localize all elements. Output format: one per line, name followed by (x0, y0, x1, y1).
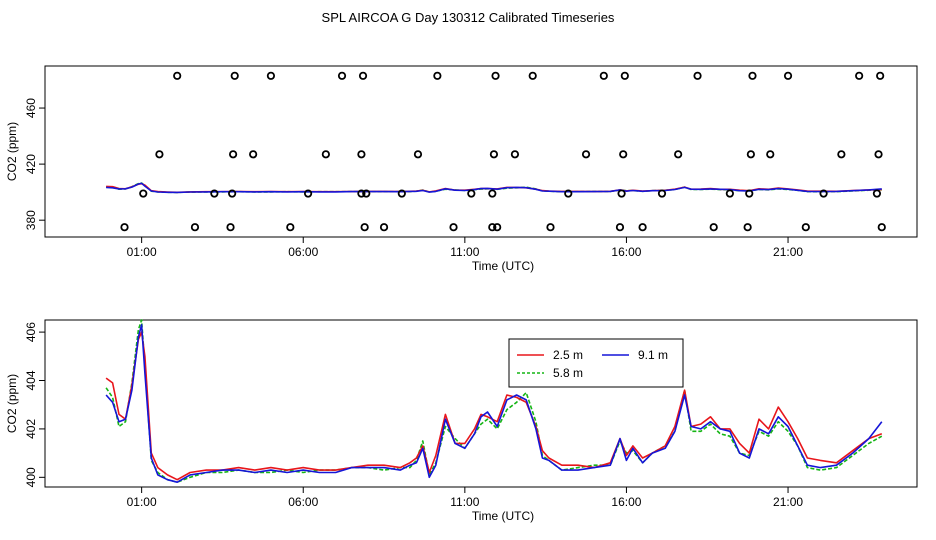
top-x-tick-label: 06:00 (288, 245, 318, 259)
top-data-point (766, 150, 775, 159)
top-data-point (230, 71, 239, 80)
top-data-point (819, 189, 828, 198)
top-data-point (615, 223, 625, 232)
top-data-point (337, 71, 347, 80)
top-data-point (746, 150, 755, 159)
top-data-point (617, 189, 626, 198)
top-data-point (360, 223, 369, 232)
top-data-point (226, 223, 235, 232)
top-data-point (620, 71, 629, 80)
top-data-point (877, 223, 886, 232)
bottom-panel: 01:00 06:00 11:00 16:00 21:00 Time (UTC) 400 40… (5, 319, 918, 523)
bottom-x-tick-label: 16:00 (611, 495, 641, 509)
top-data-point (321, 150, 330, 159)
legend-label: 5.8 m (553, 366, 583, 380)
top-data-point (674, 150, 683, 159)
top-data-point (855, 71, 864, 80)
top-y-axis-label: CO2 (ppm) (5, 122, 19, 181)
top-data-point (413, 150, 423, 159)
top-data-point (837, 150, 846, 159)
top-data-point (397, 189, 406, 198)
top-y-tick-label: 460 (24, 98, 38, 118)
bottom-series-line-2-5-m (105, 331, 883, 481)
top-data-point (510, 150, 520, 159)
top-data-point (743, 223, 752, 232)
top-data-point (120, 223, 129, 232)
top-data-point (745, 189, 754, 198)
top-data-point (173, 71, 182, 80)
top-plot-frame (44, 65, 918, 238)
top-data-point (599, 71, 608, 80)
top-data-point (748, 71, 757, 80)
top-data-point (362, 189, 371, 198)
top-data-point (467, 189, 476, 198)
top-data-point (801, 223, 810, 232)
top-data-point (190, 223, 200, 232)
bottom-series-line-5-8-m (105, 319, 883, 484)
bottom-x-axis-label: Time (UTC) (472, 509, 534, 523)
top-data-point (358, 71, 368, 80)
top-data-point (228, 189, 237, 198)
top-x-tick-label: 11:00 (450, 245, 479, 259)
bottom-x-tick-label: 06:00 (288, 495, 318, 509)
top-panel: 01:00 06:00 11:00 16:00 21:00 Time (UTC) 380 42… (5, 65, 918, 273)
bottom-series-line-9-1-m (105, 323, 883, 484)
bottom-x-tick-label: 11:00 (450, 495, 479, 509)
top-data-point (619, 150, 628, 159)
figure-title: SPL AIRCOA G Day 130312 Calibrated Times… (322, 10, 615, 25)
bottom-y-tick-label: 402 (24, 419, 38, 439)
top-x-tick-label: 16:00 (611, 245, 641, 259)
top-data-point (872, 189, 882, 198)
bottom-y-tick-label: 400 (24, 467, 38, 487)
top-data-point (564, 189, 573, 198)
top-data-point (709, 223, 718, 232)
top-data-point (357, 150, 366, 159)
top-data-point (528, 71, 537, 80)
top-data-point (286, 223, 295, 232)
top-data-point (489, 150, 499, 159)
top-data-point (139, 189, 148, 198)
top-data-point (874, 150, 883, 159)
top-data-point (229, 150, 238, 159)
bottom-plot-frame (44, 319, 918, 488)
top-data-point (491, 71, 500, 80)
top-data-point (725, 189, 734, 198)
top-data-point (876, 71, 885, 80)
top-data-point (249, 150, 258, 159)
top-data-point (379, 223, 389, 232)
top-data-point (449, 223, 458, 232)
top-data-point (303, 189, 313, 198)
bottom-x-tick-label: 21:00 (773, 495, 803, 509)
top-series-line-9-1-m (106, 182, 882, 194)
legend-label: 9.1 m (638, 348, 668, 362)
top-data-point (693, 71, 702, 80)
top-data-point (581, 150, 591, 159)
top-data-point (266, 71, 276, 80)
top-x-axis-label: Time (UTC) (472, 259, 534, 273)
top-x-tick-label: 01:00 (127, 245, 157, 259)
legend-box (508, 338, 684, 388)
bottom-y-tick-label: 404 (24, 370, 38, 390)
top-data-point (155, 150, 164, 159)
top-x-tick-label: 21:00 (773, 245, 803, 259)
top-data-point (783, 71, 793, 80)
top-data-point (657, 189, 667, 198)
top-data-point (488, 189, 497, 198)
top-y-tick-label: 420 (24, 154, 38, 174)
legend: 2.5 m 9.1 m 5.8 m (508, 338, 684, 388)
top-data-point (488, 223, 497, 232)
top-data-point (433, 71, 442, 80)
legend-label: 2.5 m (553, 348, 583, 362)
top-data-point (546, 223, 555, 232)
top-data-point (638, 223, 647, 232)
bottom-x-tick-label: 01:00 (127, 495, 157, 509)
bottom-y-axis-label: CO2 (ppm) (5, 374, 19, 433)
top-data-point (357, 189, 366, 198)
top-y-tick-label: 380 (24, 210, 38, 230)
top-data-point (210, 189, 219, 198)
bottom-y-tick-label: 406 (24, 322, 38, 342)
top-data-point (493, 223, 502, 232)
